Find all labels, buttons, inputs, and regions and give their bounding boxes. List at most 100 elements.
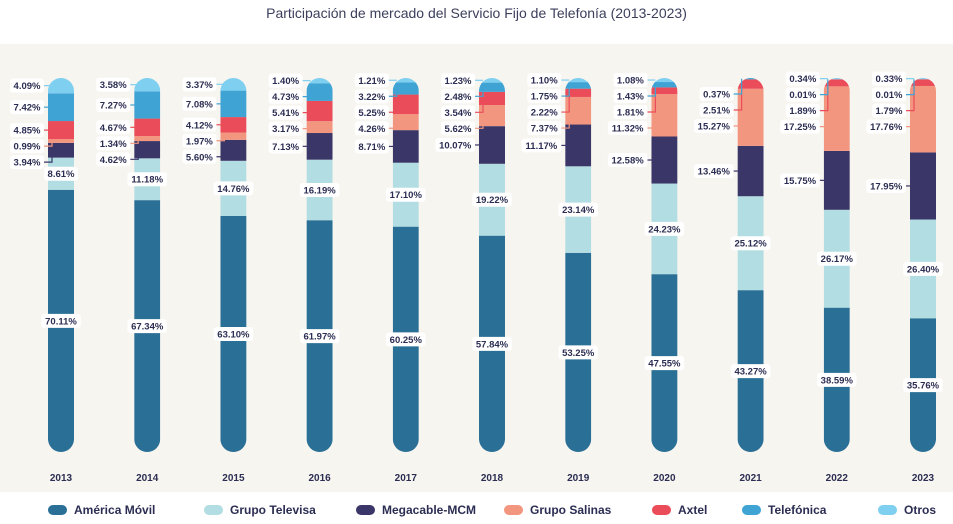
label-leader-grupo-salinas-2015	[216, 136, 225, 142]
legend-item-telefonica: Telefónica	[742, 503, 826, 517]
data-label-box-america-movil-2020	[644, 356, 685, 371]
data-label-box-telefonica-2017	[354, 89, 389, 104]
data-label-telefonica-2019: 1.75%	[531, 92, 558, 103]
data-label-axtel-2015: 4.12%	[186, 120, 213, 131]
data-label-grupo-televisa-2018: 19.22%	[476, 195, 509, 206]
data-label-otros-2013: 4.09%	[14, 81, 41, 92]
legend-swatch-axtel	[652, 505, 671, 515]
data-label-box-america-movil-2022	[817, 372, 857, 387]
segment-telefonica-2014	[134, 91, 161, 119]
data-label-axtel-2022: 1.89%	[789, 106, 816, 117]
segment-otros-2015	[220, 78, 247, 91]
data-label-axtel-2013: 4.85%	[14, 126, 41, 137]
segment-axtel-2015	[220, 117, 247, 133]
data-label-grupo-salinas-2014: 1.34%	[100, 139, 127, 150]
data-label-box-megacable-mcm-2014	[96, 152, 131, 167]
category-label-2022: 2022	[826, 473, 849, 484]
segment-megacable-mcm-2015	[220, 139, 247, 161]
bar-2021	[737, 78, 764, 452]
category-label-2023: 2023	[912, 473, 935, 484]
legend-swatch-grupo-televisa	[204, 505, 223, 515]
data-label-megacable-mcm-2018: 10.07%	[439, 140, 472, 151]
data-label-box-grupo-salinas-2013	[10, 139, 44, 154]
data-label-box-telefonica-2015	[182, 96, 217, 111]
data-label-megacable-mcm-2015: 5.60%	[186, 152, 213, 163]
data-label-grupo-televisa-2020: 24.23%	[648, 224, 681, 235]
data-label-box-america-movil-2017	[386, 332, 426, 347]
data-label-box-telefonica-2020	[613, 89, 648, 104]
label-leader-grupo-salinas-2018	[475, 115, 484, 129]
data-label-grupo-televisa-2022: 26.17%	[821, 254, 854, 265]
segment-axtel-2023	[910, 79, 936, 86]
data-label-box-megacable-mcm-2023	[866, 178, 906, 193]
data-label-box-grupo-televisa-2019	[558, 202, 598, 217]
data-label-box-grupo-televisa-2018	[472, 192, 512, 207]
data-label-box-otros-2015	[182, 77, 217, 92]
segment-telefonica-2015	[220, 90, 247, 118]
data-label-box-otros-2017	[354, 73, 389, 88]
data-label-box-megacable-mcm-2021	[694, 164, 734, 179]
data-label-america-movil-2013: 70.11%	[45, 316, 77, 327]
data-label-box-telefonica-2014	[96, 97, 131, 112]
category-label-2019: 2019	[567, 473, 590, 484]
data-label-grupo-televisa-2013: 8.61%	[48, 169, 75, 180]
data-label-box-grupo-salinas-2021	[694, 119, 734, 133]
data-label-box-megacable-mcm-2018	[435, 137, 475, 152]
category-label-2017: 2017	[395, 473, 418, 484]
legend-swatch-otros	[878, 505, 897, 515]
data-label-box-america-movil-2018	[472, 336, 512, 351]
segment-otros-2017	[392, 78, 419, 83]
bar-2013	[48, 78, 74, 452]
data-label-grupo-salinas-2015: 1.97%	[186, 136, 213, 147]
data-label-box-telefonica-2021	[699, 87, 734, 101]
segment-telefonica-2020	[651, 82, 678, 88]
legend-label-megacable-mcm: Megacable-MCM	[382, 503, 477, 517]
bar-2015	[220, 78, 247, 452]
data-label-box-grupo-salinas-2022	[780, 119, 820, 134]
data-label-grupo-televisa-2014: 11.18%	[131, 175, 163, 186]
data-label-box-grupo-televisa-2017	[386, 187, 426, 202]
data-label-america-movil-2018: 57.84%	[476, 339, 509, 350]
data-label-otros-2017: 1.21%	[358, 76, 385, 87]
data-label-box-grupo-televisa-2020	[644, 221, 685, 236]
data-label-grupo-televisa-2015: 14.76%	[217, 184, 250, 195]
data-label-box-megacable-mcm-2015	[182, 149, 217, 164]
legend-label-otros: Otros	[904, 503, 937, 517]
data-label-telefonica-2021: 0.37%	[703, 90, 730, 101]
data-label-grupo-televisa-2023: 26.40%	[907, 264, 940, 275]
segment-axtel-2019	[565, 88, 592, 97]
data-label-megacable-mcm-2016: 7.13%	[272, 142, 299, 153]
data-label-otros-2016: 1.40%	[272, 76, 299, 87]
data-label-box-axtel-2018	[441, 105, 475, 120]
data-label-axtel-2018: 3.54%	[445, 108, 472, 119]
data-label-grupo-televisa-2021: 25.12%	[734, 239, 767, 250]
segment-grupo-salinas-2015	[220, 132, 247, 140]
data-label-grupo-salinas-2013: 0.99%	[14, 142, 41, 153]
label-leader-megacable-mcm-2013	[44, 150, 53, 163]
category-label-2018: 2018	[481, 473, 504, 484]
label-leader-grupo-salinas-2020	[647, 115, 657, 129]
label-leader-telefonica-2018	[475, 87, 484, 97]
data-label-telefonica-2017: 3.22%	[358, 92, 385, 103]
data-label-box-telefonica-2013	[10, 100, 44, 115]
data-label-otros-2015: 3.37%	[186, 80, 213, 91]
segment-otros-2020	[651, 78, 678, 83]
legend-item-america-movil: América Móvil	[48, 503, 155, 517]
data-label-box-grupo-televisa-2014	[127, 172, 167, 187]
label-leader-telefonica-2017	[388, 88, 398, 97]
chart-title: Participación de mercado del Servicio Fi…	[266, 5, 687, 21]
segment-telefonica-2018	[479, 82, 505, 92]
label-leader-grupo-salinas-2022	[819, 118, 829, 128]
data-label-megacable-mcm-2021: 13.46%	[698, 167, 731, 178]
category-label-2020: 2020	[653, 473, 676, 484]
segment-otros-2016	[306, 78, 333, 84]
data-label-otros-2022: 0.34%	[789, 74, 816, 85]
data-label-box-otros-2018	[441, 73, 475, 88]
chart-legend: América Móvil Grupo Televisa Megacable-MCM…	[0, 503, 953, 523]
legend-swatch-telefonica	[742, 505, 761, 515]
data-label-box-otros-2016	[268, 73, 303, 88]
legend-item-megacable-mcm: Megacable-MCM	[356, 503, 476, 517]
segment-megacable-mcm-2014	[134, 141, 161, 159]
bar-2022	[823, 78, 850, 452]
data-label-box-megacable-mcm-2022	[780, 173, 820, 188]
